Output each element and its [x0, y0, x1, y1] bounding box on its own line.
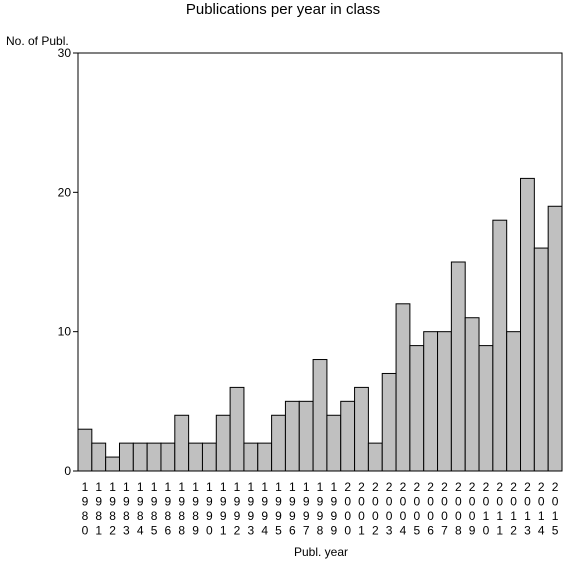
bar-1993 [243, 442, 259, 472]
y-tick-label: 30 [58, 46, 72, 60]
bar-1998 [312, 359, 328, 472]
y-tick-label: 0 [64, 464, 71, 478]
y-axis-label: No. of Publ. [6, 34, 69, 48]
y-ticks-group: 0 10 20 30 [58, 46, 78, 478]
bar-2001 [354, 386, 369, 472]
bar-1983 [118, 442, 134, 472]
bar-2009 [464, 317, 480, 472]
bar-2011 [492, 219, 508, 472]
bar-1982 [105, 456, 120, 472]
bar-1989 [188, 442, 203, 472]
bar-2005 [409, 345, 425, 472]
bar-1984 [132, 442, 148, 472]
bar-1986 [160, 442, 176, 472]
bar-2014 [533, 247, 549, 472]
bar-2010 [478, 345, 494, 472]
bar-1999 [326, 414, 342, 472]
bar-2002 [367, 442, 383, 472]
bar-2007 [437, 331, 452, 472]
y-tick-label: 10 [58, 325, 72, 339]
bar-1991 [215, 414, 231, 472]
bar-2003 [381, 372, 397, 472]
plot-frame [77, 52, 563, 472]
y-tick-label: 20 [58, 185, 72, 199]
bar-1995 [271, 414, 286, 472]
bar-1996 [284, 400, 300, 472]
x-axis-label: Publ. year [294, 545, 348, 559]
bar-1980 [77, 428, 93, 472]
bar-1985 [146, 442, 162, 472]
bar-2015 [547, 205, 563, 472]
bar-1990 [201, 442, 217, 472]
bar-1997 [298, 400, 314, 472]
bar-2006 [423, 331, 439, 472]
bar-2008 [450, 261, 466, 472]
bar-2013 [520, 177, 535, 472]
chart-title: Publications per year in class [186, 1, 380, 18]
bar-1992 [229, 386, 245, 472]
bar-2000 [340, 400, 356, 472]
bar-1988 [174, 414, 190, 472]
bar-2004 [395, 303, 411, 472]
bar-1994 [257, 442, 273, 472]
bar-2012 [506, 331, 522, 472]
bars-group [77, 177, 563, 472]
x-ticks-group: 1 9 8 0 1 9 8 1 1 9 8 2 1 9 8 3 1 9 8 4 1 9 8 5 1 9 8 6 1 9 8 8 1 9 8 9 1 9 9 0… [82, 480, 559, 538]
bar-1981 [91, 442, 107, 472]
